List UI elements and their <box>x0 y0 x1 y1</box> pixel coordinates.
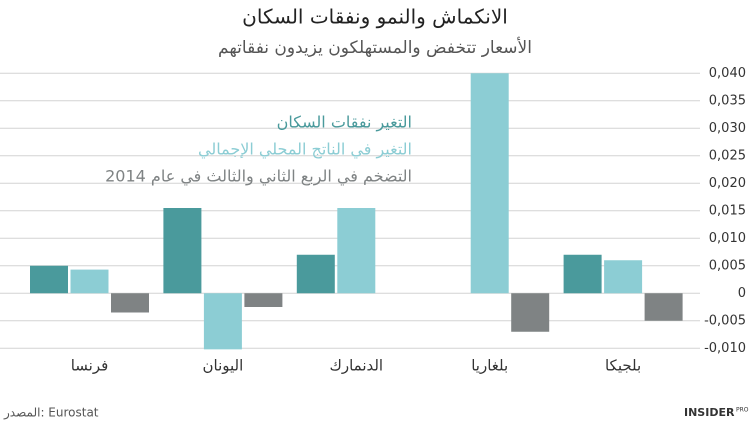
y-tick-label: 0,025 <box>709 148 746 163</box>
bar <box>244 293 283 307</box>
y-tick-label: 0,010 <box>709 231 746 246</box>
legend-entry: التغير نفقات السكان <box>277 113 412 133</box>
chart-title: الانكماش والنمو ونفقات السكان <box>242 5 508 29</box>
bar <box>70 269 109 294</box>
bar <box>644 293 683 321</box>
bar <box>30 265 68 294</box>
bar <box>511 293 550 332</box>
x-tick-label: بلغاريا <box>471 357 508 375</box>
y-tick-label: 0,020 <box>709 176 746 191</box>
x-tick-label: اليونان <box>203 357 244 375</box>
y-tick-label: -0,010 <box>704 341 746 356</box>
y-tick-label: 0 <box>738 286 746 301</box>
bar <box>563 254 602 294</box>
x-tick-label: الدنمارك <box>329 357 383 375</box>
bar <box>337 208 376 294</box>
y-tick-label: 0,035 <box>709 93 746 108</box>
bar <box>296 254 335 294</box>
bar <box>203 293 242 350</box>
y-tick-label: 0,040 <box>709 66 746 81</box>
y-tick-label: 0,030 <box>709 121 746 136</box>
brand: INSIDER <box>684 406 735 419</box>
brand-suffix: PRO <box>736 407 749 414</box>
y-tick-label: -0,005 <box>704 313 746 328</box>
legend-entry: التغير في الناتج المحلي الإجمالي <box>198 140 412 160</box>
bar <box>111 293 149 313</box>
bar <box>470 73 509 294</box>
source: المصدر: Eurostat <box>3 406 99 421</box>
chart-subtitle: الأسعار تتخفض والمستهلكون يزيدون نفقاتهم <box>218 37 532 58</box>
y-tick-label: 0,005 <box>709 258 746 273</box>
bar <box>163 208 202 294</box>
y-tick-label: 0,015 <box>709 203 746 218</box>
legend-entry: التضخم في الربع الثاني والثالث في عام 20… <box>105 167 412 187</box>
bar <box>604 260 643 294</box>
x-tick-label: فرنسا <box>71 357 109 375</box>
x-tick-label: بلجيكا <box>605 357 641 375</box>
